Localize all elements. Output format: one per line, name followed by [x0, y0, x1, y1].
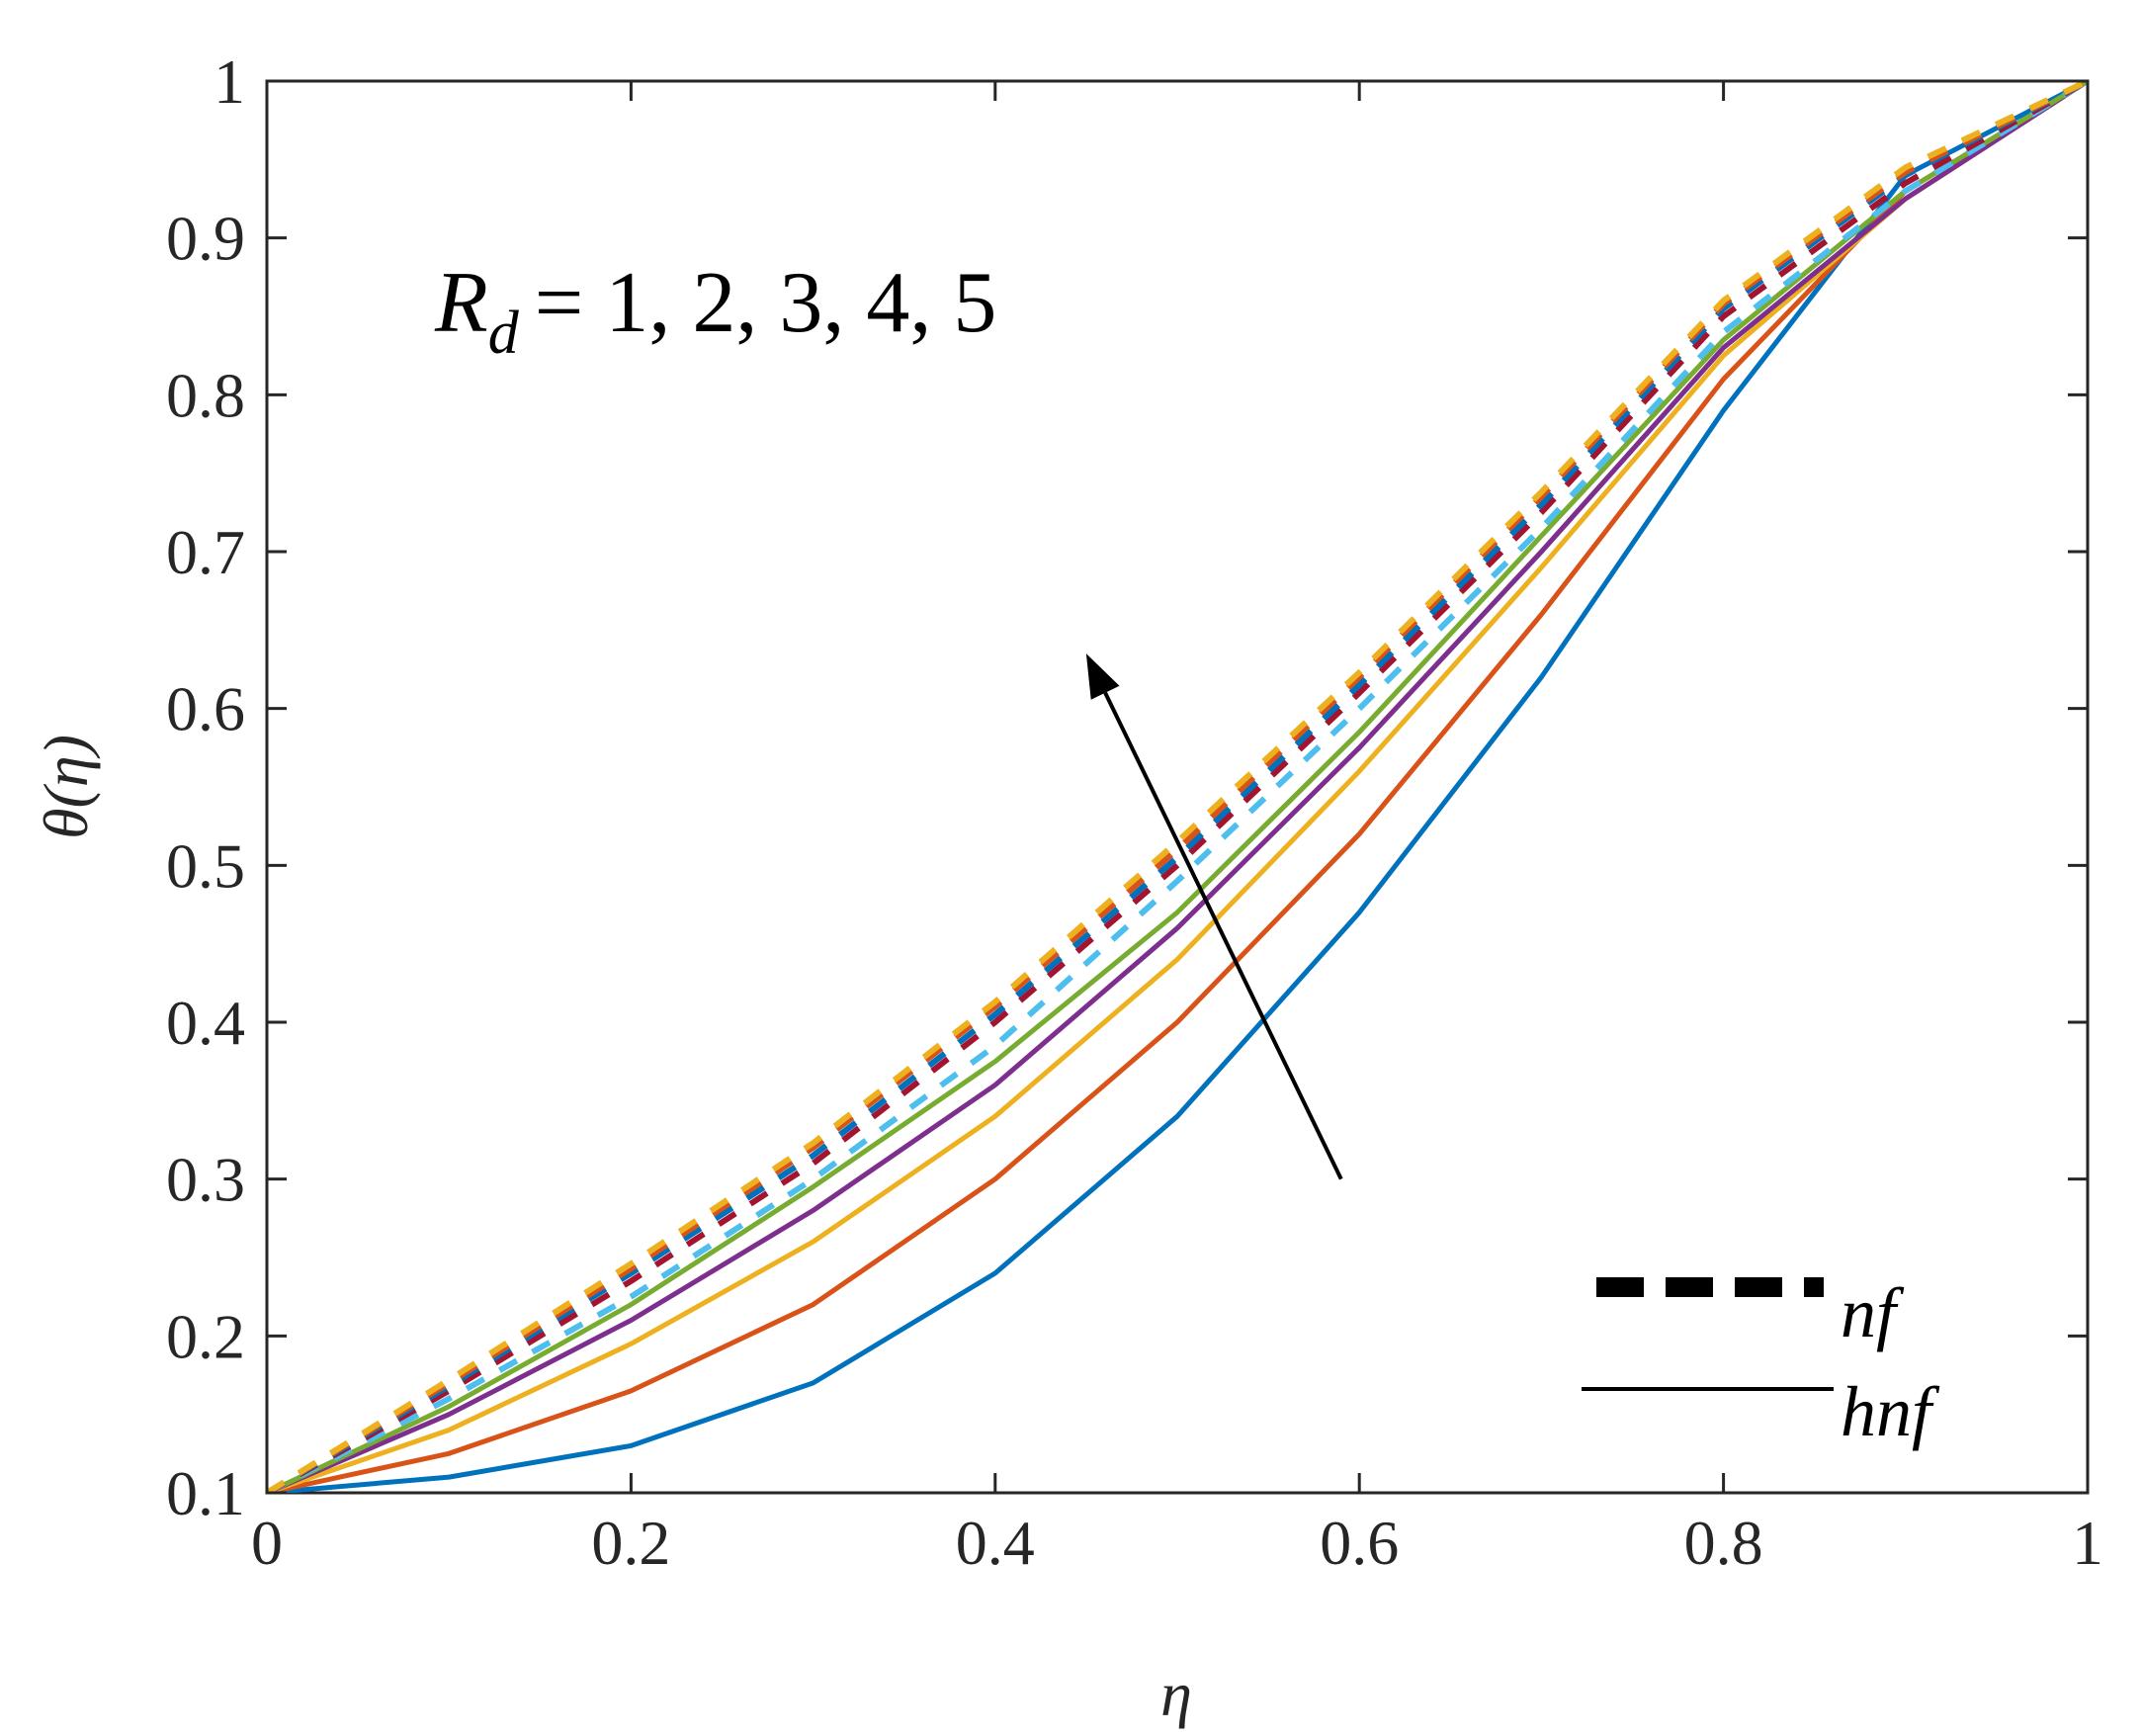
x-tick-label: 0.6: [1320, 1508, 1399, 1578]
series-line-7: [267, 81, 2088, 1493]
y-axis-title: θ(η): [31, 735, 101, 839]
y-tick-label: 0.9: [166, 204, 245, 274]
y-tick-label: 0.7: [166, 517, 245, 587]
x-tick-label: 0.2: [591, 1508, 670, 1578]
tick-layer: 0 0.2 0.4 0.6 0.8 1 0.1 0.2 0.3 0.4 0.5 0.6 0.7 0.8 0.…: [166, 46, 2103, 1578]
series-line-1: [267, 81, 2088, 1493]
annotation-layer: Rd = 1, 2, 3, 4, 5: [434, 255, 1343, 1180]
y-tick-label: 0.1: [166, 1458, 245, 1528]
y-tick-label: 0.6: [166, 674, 245, 744]
x-tick-label: 1: [2072, 1508, 2103, 1578]
series-line-5: [267, 81, 2088, 1493]
series-line-3: [267, 81, 2088, 1493]
series-layer: [267, 81, 2088, 1493]
y-tick-label: 0.2: [166, 1301, 245, 1371]
x-tick-label: 0.4: [956, 1508, 1035, 1578]
legend-hnf-label: hnf: [1841, 1372, 1940, 1451]
series-line-6: [267, 81, 2088, 1493]
annotation-label: Rd = 1, 2, 3, 4, 5: [434, 255, 996, 367]
x-tick-label: 0: [251, 1508, 283, 1578]
y-tick-label: 0.4: [166, 988, 245, 1058]
y-tick-label: 0.5: [166, 830, 245, 901]
series-line-10: [267, 81, 2088, 1493]
annotation-subscript: d: [488, 300, 520, 367]
legend-nf-label: nf: [1841, 1273, 1905, 1352]
legend: nf hnf: [1582, 1273, 1940, 1451]
annotation-symbol: R: [434, 255, 488, 351]
x-tick-label: 0.8: [1684, 1508, 1763, 1578]
y-tick-label: 1: [214, 46, 245, 117]
y-tick-label: 0.3: [166, 1145, 245, 1215]
y-tick-label: 0.8: [166, 360, 245, 430]
series-line-4: [267, 81, 2088, 1493]
arrow-shaft: [1103, 691, 1343, 1180]
x-axis-title: η: [1160, 1659, 1192, 1729]
series-line-2: [267, 81, 2088, 1493]
arrow-head: [1085, 653, 1120, 700]
annotation-values: = 1, 2, 3, 4, 5: [535, 255, 997, 351]
series-line-8: [267, 81, 2088, 1493]
